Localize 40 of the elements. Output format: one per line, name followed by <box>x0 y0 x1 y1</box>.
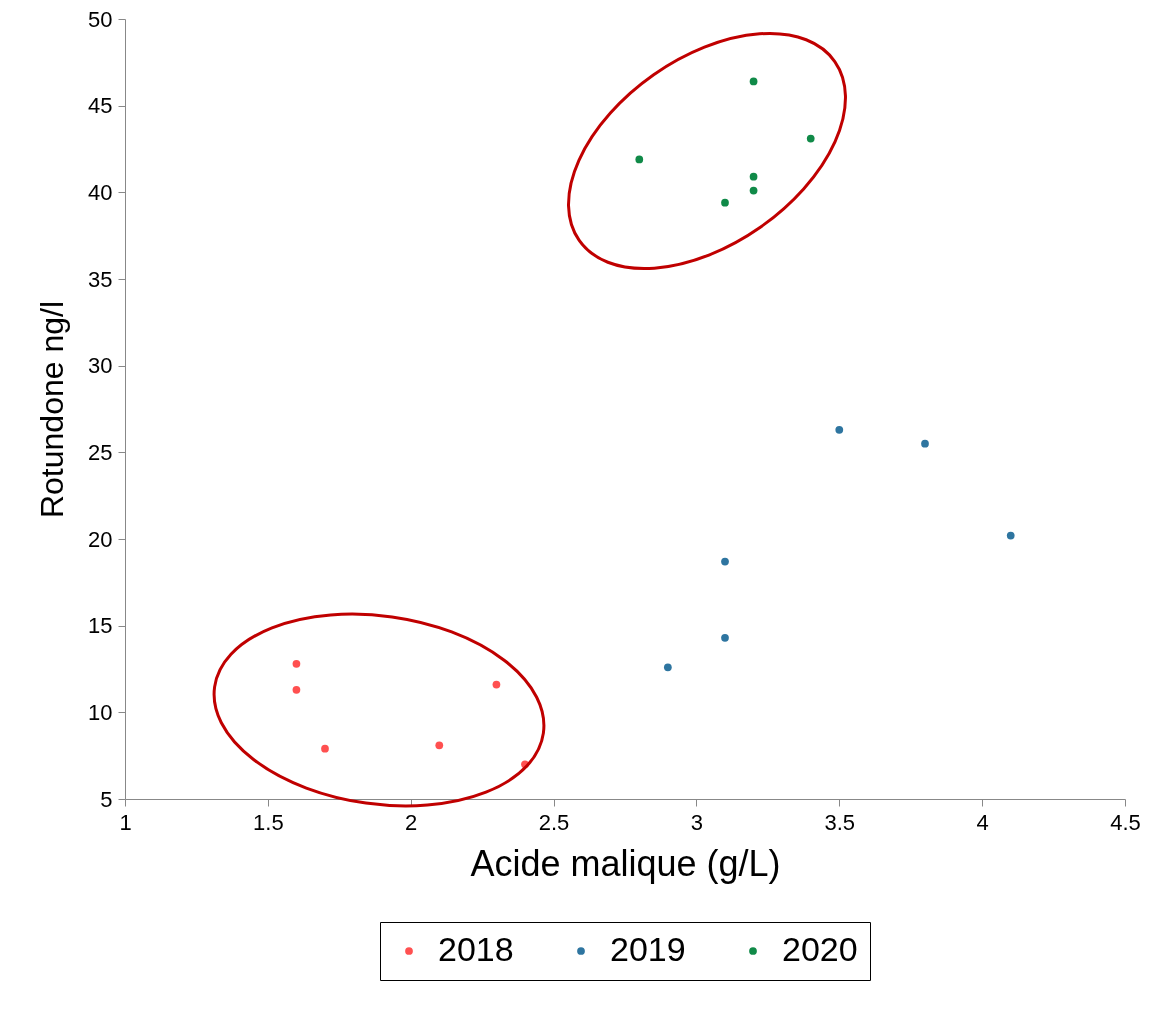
y-tick-label: 10 <box>88 699 113 725</box>
legend-label: 2018 <box>438 930 514 968</box>
y-tick-label: 45 <box>88 93 113 119</box>
point <box>749 186 758 195</box>
x-tick-label: 1 <box>119 809 132 835</box>
point <box>721 557 729 566</box>
x-tick-label: 3 <box>690 809 704 835</box>
y-tick-label: 50 <box>88 6 113 32</box>
x-tick-label: 4.5 <box>1110 809 1141 835</box>
y-tick-label: 30 <box>88 353 113 379</box>
point <box>921 439 929 448</box>
x-tick-label: 3.5 <box>824 809 856 835</box>
y-tick-label: 5 <box>100 786 113 812</box>
y-tick-label: 40 <box>88 179 113 205</box>
point <box>292 659 301 668</box>
point <box>749 77 758 86</box>
point <box>663 663 672 672</box>
y-axis-title: Rotundone ng/l <box>34 300 71 519</box>
point <box>435 741 444 750</box>
y-tick-label: 20 <box>88 526 113 552</box>
point <box>806 134 815 143</box>
x-tick-label: 2 <box>405 809 418 835</box>
point <box>721 633 729 642</box>
y-tick-label: 25 <box>88 439 113 465</box>
x-axis-title: Acide malique (g/L) <box>470 842 781 884</box>
x-tick-label: 4 <box>976 809 989 835</box>
point <box>635 155 644 164</box>
point <box>321 744 329 753</box>
point <box>1006 531 1015 540</box>
legend-label: 2019 <box>610 930 686 968</box>
point <box>492 680 501 689</box>
point <box>835 425 844 434</box>
y-tick-label: 15 <box>88 613 113 639</box>
x-tick-label: 2.5 <box>538 809 570 835</box>
x-tick-label: 1.5 <box>253 809 284 835</box>
point <box>721 198 729 207</box>
point <box>292 685 301 694</box>
point <box>749 172 758 181</box>
y-tick-label: 35 <box>88 266 113 292</box>
legend-label: 2020 <box>782 930 858 968</box>
